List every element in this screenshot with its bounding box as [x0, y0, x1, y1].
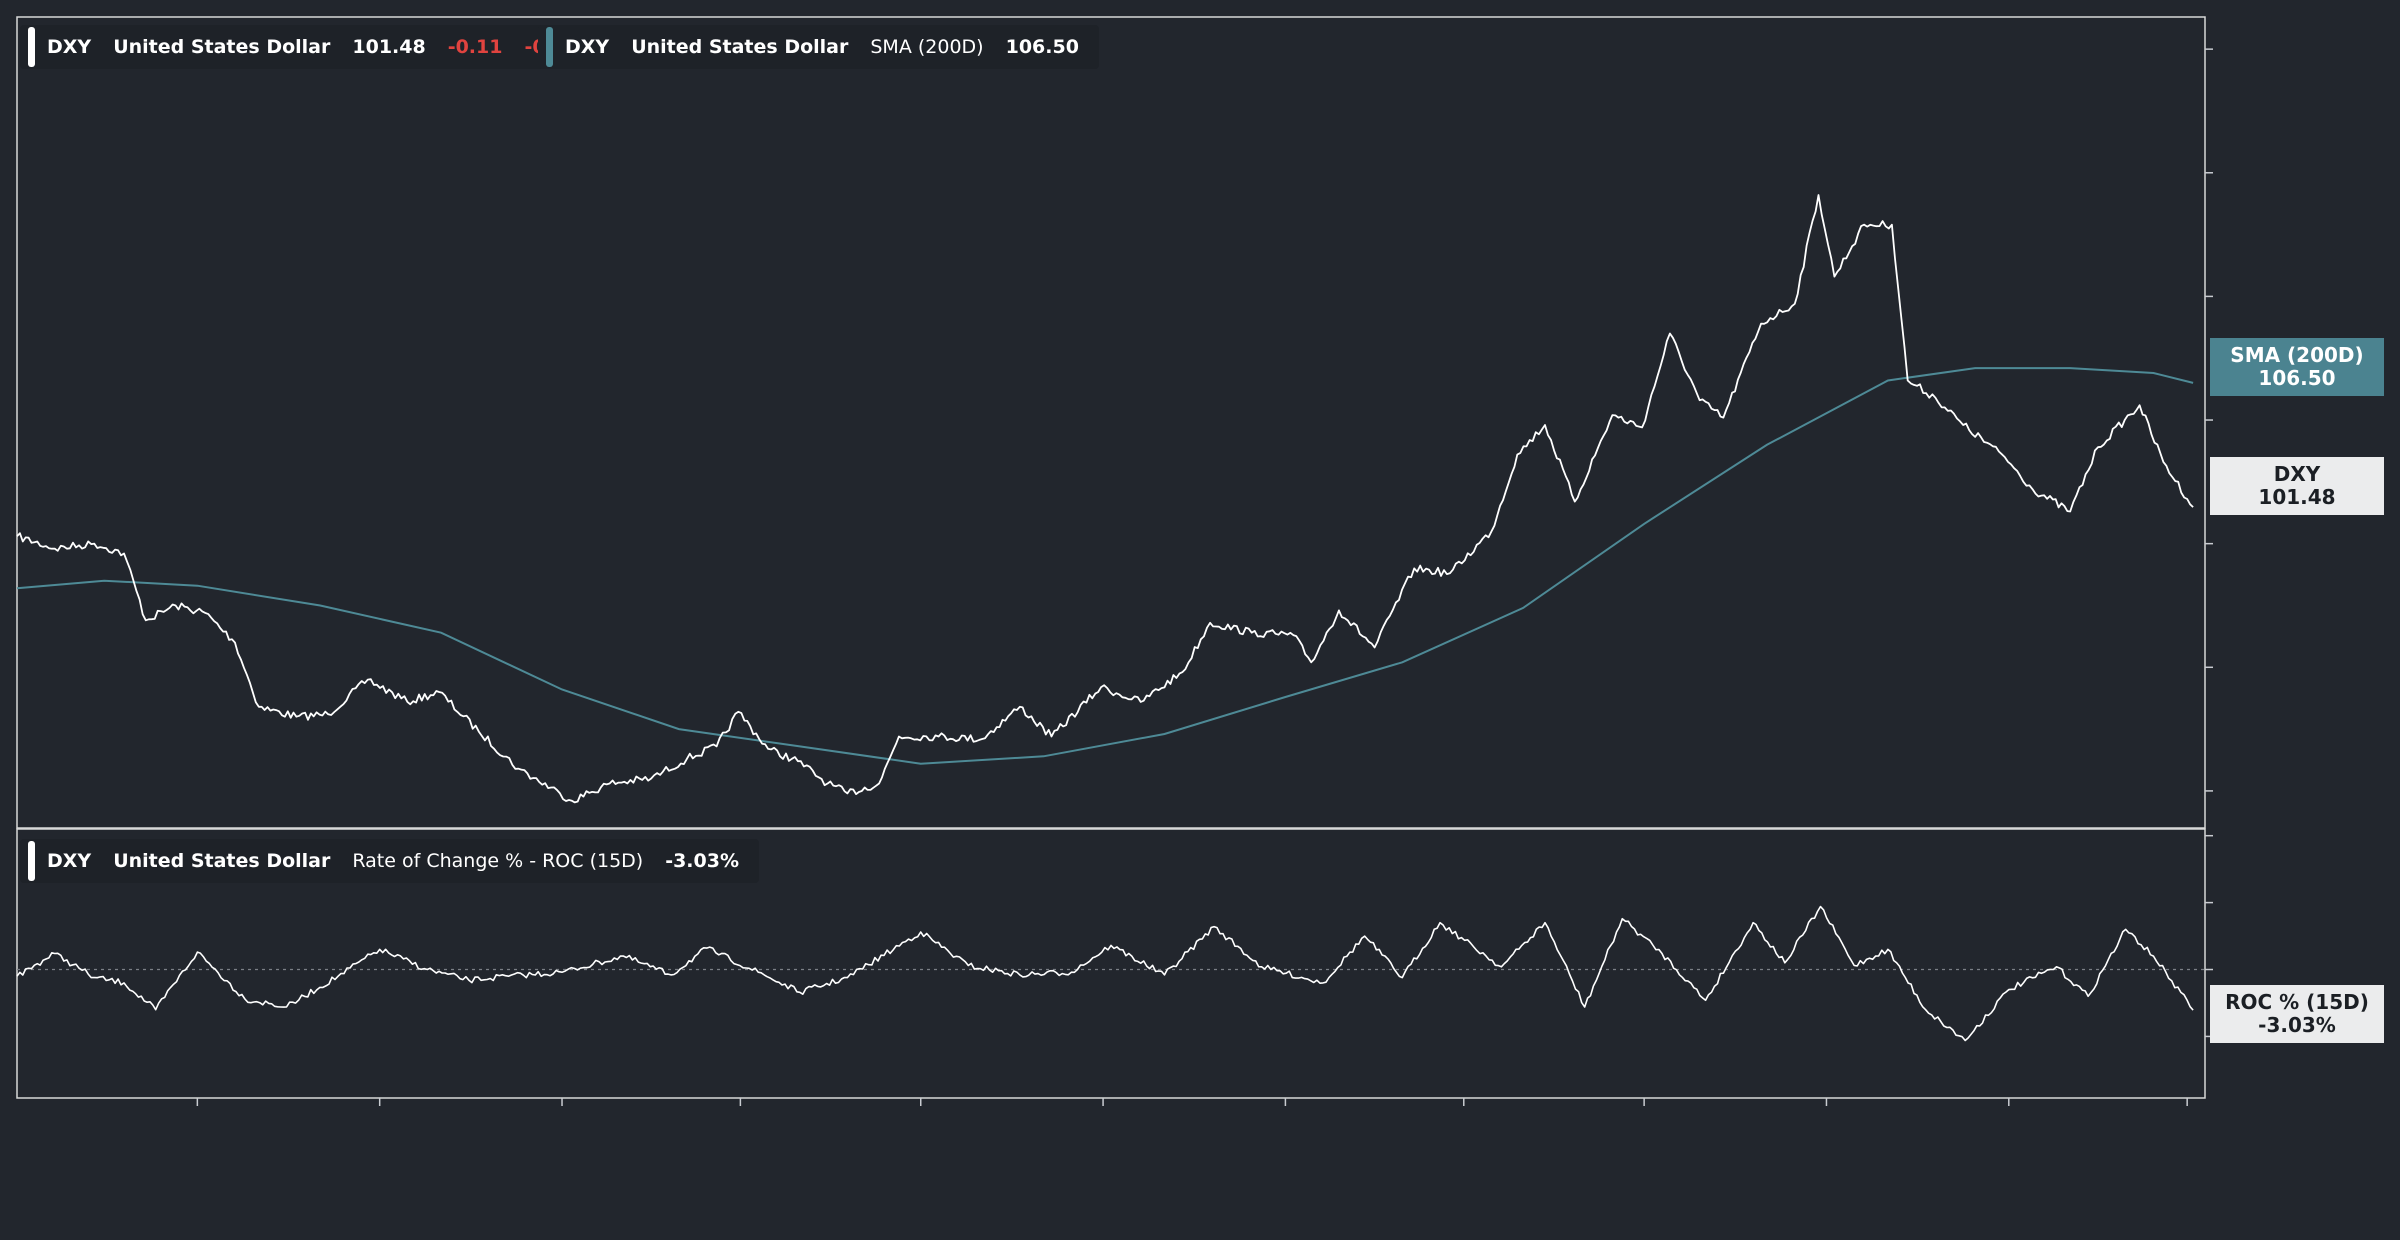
roc-tag-label: ROC % (15D) [2225, 990, 2369, 1014]
legend-roc[interactable]: DXY United States Dollar Rate of Change … [20, 839, 760, 883]
legend-roc-symbol: DXY [47, 850, 92, 872]
legend-roc-value: -3.03% [665, 850, 740, 872]
legend-price-swatch [28, 27, 35, 67]
roc-value-tag: ROC % (15D) -3.03% [2210, 985, 2384, 1043]
legend-sma-swatch [546, 27, 553, 67]
legend-roc-swatch [28, 841, 35, 881]
sma-200d-line [16, 367, 2194, 765]
legend-price-symbol: DXY [47, 36, 92, 58]
legend-price[interactable]: DXY United States Dollar 101.48 -0.11 -0… [20, 25, 613, 69]
legend-price-change: -0.11 [447, 36, 503, 58]
legend-roc-name: United States Dollar [113, 850, 331, 872]
legend-price-name: United States Dollar [113, 36, 331, 58]
legend-sma-name: United States Dollar [631, 36, 849, 58]
legend-roc-indicator: Rate of Change % - ROC (15D) [352, 850, 644, 872]
legend-sma-symbol: DXY [565, 36, 610, 58]
dxy-price-line [16, 194, 2194, 804]
sma-price-tag: SMA (200D) 106.50 [2210, 338, 2384, 396]
roc-panel-frame [16, 828, 2206, 1099]
main-panel-frame [16, 16, 2206, 829]
roc-line [16, 905, 2194, 1042]
sma-tag-value: 106.50 [2258, 366, 2336, 390]
sma-tag-label: SMA (200D) [2230, 343, 2364, 367]
legend-price-last: 101.48 [352, 36, 426, 58]
dxy-tag-label: DXY [2273, 462, 2321, 486]
dxy-price-tag: DXY 101.48 [2210, 457, 2384, 515]
legend-sma-indicator: SMA (200D) [870, 36, 984, 58]
dxy-tag-value: 101.48 [2258, 485, 2336, 509]
legend-sma[interactable]: DXY United States Dollar SMA (200D) 106.… [538, 25, 1099, 69]
legend-sma-value: 106.50 [1005, 36, 1079, 58]
roc-tag-value: -3.03% [2258, 1013, 2336, 1037]
